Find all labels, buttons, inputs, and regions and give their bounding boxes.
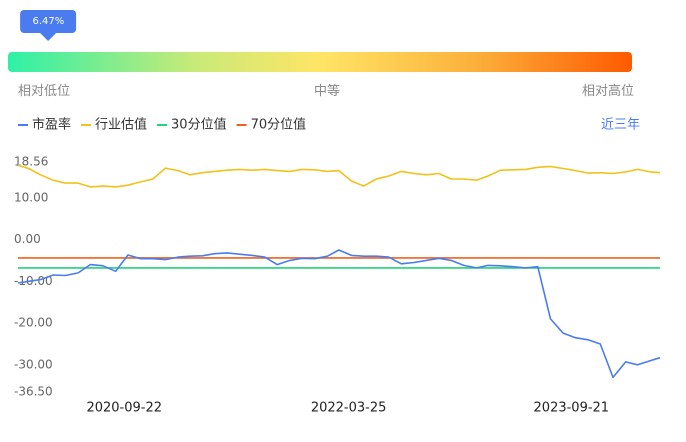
- range-button[interactable]: 近三年: [601, 118, 640, 133]
- gauge-bar: [8, 52, 632, 72]
- y-tick-label: 0.00: [14, 232, 41, 246]
- y-tick-label: -20.00: [14, 316, 53, 330]
- gauge-mid-label: 中等: [314, 84, 341, 99]
- gauge-pointer: 6.47%: [20, 10, 77, 41]
- series-line: [17, 249, 661, 379]
- x-tick-label: 2020-09-22: [86, 401, 162, 416]
- x-tick-label: 2022-03-25: [311, 401, 387, 416]
- gauge-high-label: 相对高位: [582, 84, 635, 99]
- y-tick-label: 18.56: [14, 155, 48, 169]
- gauge-low-label: 相对低位: [18, 84, 71, 99]
- y-tick-label: -36.50: [14, 385, 53, 399]
- legend-label: 30分位值: [171, 117, 227, 133]
- x-tick-label: 2023-09-21: [534, 401, 610, 416]
- gauge-pointer-area: 6.47%: [8, 8, 632, 48]
- legend-label: 70分位值: [251, 117, 307, 133]
- y-tick-label: -30.00: [14, 357, 53, 371]
- legend-label: 市盈率: [32, 117, 71, 133]
- legend-label: 行业估值: [95, 117, 147, 133]
- y-tick-label: 10.00: [14, 190, 48, 204]
- series-line: [17, 164, 661, 188]
